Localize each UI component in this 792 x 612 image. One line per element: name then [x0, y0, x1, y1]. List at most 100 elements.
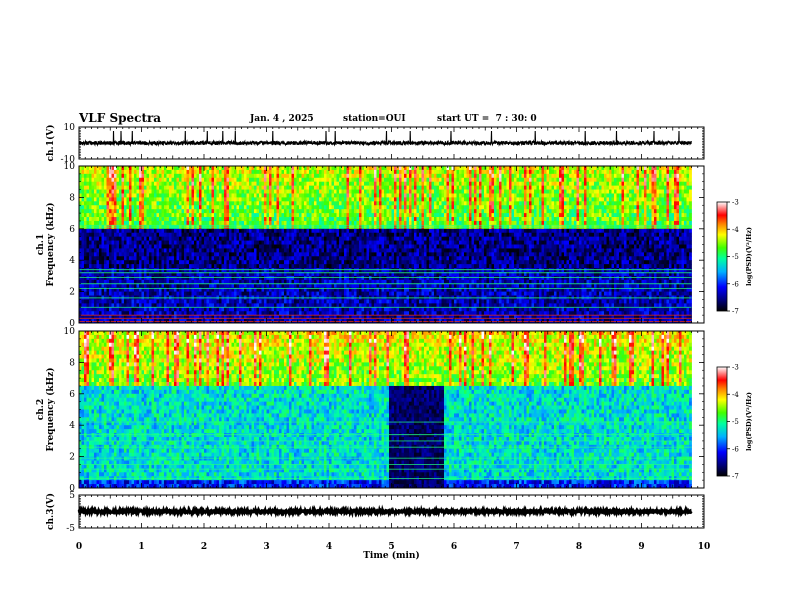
spectrogram-cell: [201, 166, 205, 171]
spectrogram-cell: [226, 264, 230, 269]
spectrogram-cell: [296, 275, 300, 281]
spectrogram-cell: [314, 311, 317, 316]
spectrogram-cell: [144, 197, 147, 202]
spectrogram-cell: [161, 189, 165, 194]
spectrogram-cell: [314, 166, 317, 171]
spectrogram-cell: [326, 307, 330, 312]
spectrogram-cell: [241, 181, 245, 187]
spectrogram-cell: [254, 271, 257, 277]
spectrogram-cell: [91, 217, 95, 222]
spectrogram-cell: [251, 315, 255, 320]
spectrogram-cell: [159, 177, 162, 183]
spectrogram-cell: [131, 248, 135, 253]
spectrogram-cell: [341, 232, 345, 238]
spectrogram-cell: [89, 248, 92, 253]
spectrogram-cell: [281, 181, 285, 187]
spectrogram-cell: [96, 311, 100, 316]
spectrogram-cell: [119, 283, 122, 289]
spectrogram-cell: [104, 185, 107, 190]
spectrogram-cell: [334, 189, 337, 194]
spectrogram-cell: [359, 264, 362, 269]
spectrogram-cell: [321, 260, 325, 265]
spectrogram-cell: [166, 260, 170, 265]
spectrogram-cell: [324, 311, 327, 316]
spectrogram-cell: [186, 279, 190, 285]
spectrogram-cell: [231, 228, 235, 234]
spectrogram-cell: [286, 205, 290, 210]
spectrogram-cell: [291, 169, 295, 175]
spectrogram-cell: [154, 275, 157, 281]
spectrogram-cell: [206, 275, 210, 281]
spectrogram-cell: [89, 185, 92, 190]
spectrogram-cell: [204, 236, 207, 241]
spectrogram-cell: [356, 311, 360, 316]
spectrogram-cell: [169, 177, 172, 183]
spectrogram-cell: [314, 197, 317, 202]
spectrogram-cell: [139, 275, 142, 281]
spectrogram-cell: [274, 205, 277, 210]
spectrogram-cell: [304, 205, 307, 210]
spectrogram-cell: [89, 264, 92, 269]
spectrogram-cell: [111, 228, 115, 234]
spectrogram-cell: [199, 205, 202, 210]
spectrogram-cell: [359, 307, 362, 312]
spectrogram-cell: [236, 264, 240, 269]
spectrogram-cell: [344, 205, 347, 210]
spectrogram-cell: [119, 166, 122, 171]
spectrogram-cell: [334, 244, 337, 249]
spectrogram-cell: [89, 299, 92, 304]
spectrogram-cell: [336, 185, 340, 190]
spectrogram-cell: [286, 201, 290, 206]
spectrogram-cell: [331, 217, 335, 222]
spectrogram-cell: [214, 260, 217, 265]
spectrogram-cell: [329, 209, 332, 214]
spectrogram-cell: [286, 311, 290, 316]
spectrogram-cell: [366, 256, 370, 261]
spectrogram-cell: [151, 189, 155, 194]
spectrogram-cell: [306, 232, 310, 238]
spectrogram-cell: [149, 228, 152, 234]
spectrogram-cell: [146, 275, 150, 281]
spectrogram-cell: [306, 268, 310, 273]
spectrogram-cell: [234, 236, 237, 241]
spectrogram-cell: [321, 217, 325, 222]
spectrogram-cell: [101, 197, 105, 202]
spectrogram-cell: [329, 177, 332, 183]
spectrogram-cell: [199, 256, 202, 261]
spectrogram-cell: [164, 291, 167, 296]
spectrogram-cell: [179, 275, 182, 281]
spectrogram-cell: [224, 256, 227, 261]
spectrogram-cell: [151, 169, 155, 175]
spectrogram-cell: [331, 209, 335, 214]
spectrogram-cell: [94, 181, 97, 187]
spectrogram-cell: [129, 236, 132, 241]
spectrogram-cell: [91, 197, 95, 202]
spectrogram-cell: [339, 181, 342, 187]
spectrogram-cell: [216, 252, 220, 257]
spectrogram-cell: [206, 303, 210, 308]
spectrogram-cell: [311, 291, 315, 296]
spectrogram-cell: [246, 177, 250, 183]
spectrogram-cell: [154, 291, 157, 296]
spectrogram-cell: [364, 236, 367, 241]
spectrogram-cell: [319, 217, 322, 222]
figure-title: VLF Spectra: [79, 111, 161, 125]
spectrogram-cell: [366, 220, 370, 226]
spectrogram-cell: [184, 232, 187, 238]
spectrogram-cell: [171, 256, 175, 261]
spectrogram-cell: [249, 169, 252, 175]
spectrogram-cell: [219, 217, 222, 222]
spectrogram-cell: [229, 291, 232, 296]
spectrogram-cell: [371, 244, 375, 249]
spectrogram-cell: [226, 220, 230, 226]
spectrogram-cell: [176, 275, 180, 281]
spectrogram-cell: [281, 256, 285, 261]
spectrogram-cell: [121, 268, 125, 273]
spectrogram-cell: [81, 177, 85, 183]
spectrogram-cell: [244, 268, 247, 273]
spectrogram-cell: [166, 177, 170, 183]
spectrogram-cell: [354, 228, 357, 234]
spectrogram-cell: [264, 177, 267, 183]
spectrogram-cell: [119, 303, 122, 308]
spectrogram-cell: [311, 209, 315, 214]
